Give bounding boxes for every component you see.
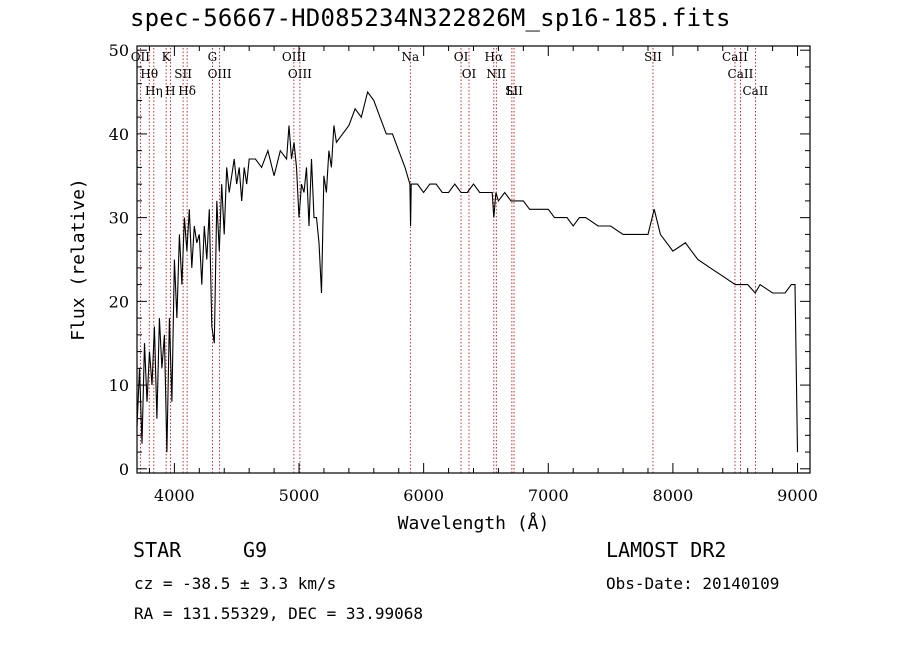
object-class: STAR [133, 538, 182, 562]
survey-name: LAMOST DR2 [606, 538, 727, 562]
observation-date: Obs-Date: 20140109 [606, 574, 780, 593]
y-tick-label: 20 [109, 292, 129, 311]
coordinates: RA = 131.55329, DEC = 33.99068 [134, 604, 423, 623]
y-axis-label: Flux (relative) [68, 178, 89, 341]
redshift-value: cz = -38.5 ± 3.3 km/s [134, 574, 337, 593]
line-label: Li [506, 84, 518, 98]
line-label: OIII [288, 67, 312, 81]
line-label: SII [644, 50, 662, 64]
x-axis-label: Wavelength (Å) [398, 512, 550, 534]
emission-line-markers: OII Hθ Hη K H SII Hδ G OIII OIII OIII Na OI OI Hα NIILi… [131, 48, 769, 473]
line-label: G [208, 50, 218, 64]
y-tick-label: 50 [109, 41, 129, 60]
x-tick-label: 6000 [403, 486, 444, 505]
y-tick-label: 10 [109, 376, 129, 395]
x-tick-label: 7000 [528, 486, 569, 505]
spectrum-series [136, 90, 799, 453]
x-tick-label: 4000 [154, 486, 195, 505]
spectrum-line [136, 90, 799, 453]
line-label: CaII [728, 67, 754, 81]
line-label: H [165, 84, 175, 98]
object-subclass: G9 [243, 538, 268, 562]
line-label: OIII [208, 67, 232, 81]
y-tick-label: 30 [109, 209, 129, 228]
line-label: K [162, 50, 172, 64]
line-label: CaII [742, 84, 768, 98]
x-tick-label: 8000 [653, 486, 694, 505]
line-label: SII [174, 67, 192, 81]
line-label: OIII [282, 50, 306, 64]
line-label: Hδ [178, 84, 196, 98]
y-tick-label: 40 [109, 125, 129, 144]
plot-frame [136, 45, 811, 474]
line-label: OI [454, 50, 469, 64]
line-label: OII [131, 50, 151, 64]
line-label: NII [486, 67, 506, 81]
line-label: Hθ [140, 67, 158, 81]
line-label: Hη [145, 84, 163, 98]
line-label: Hα [485, 50, 504, 64]
chart-title: spec-56667-HD085234N322826M_sp16-185.fit… [130, 4, 731, 32]
x-tick-label: 9000 [777, 486, 818, 505]
line-label: SII [505, 84, 523, 98]
y-tick-label: 0 [119, 460, 129, 479]
line-label: Na [401, 50, 419, 64]
line-label: CaII [722, 50, 748, 64]
x-tick-label: 5000 [279, 486, 320, 505]
line-label: OI [462, 67, 477, 81]
axes: 4000 5000 6000 7000 8000 9000 0 10 20 30 40 50 [109, 41, 818, 505]
